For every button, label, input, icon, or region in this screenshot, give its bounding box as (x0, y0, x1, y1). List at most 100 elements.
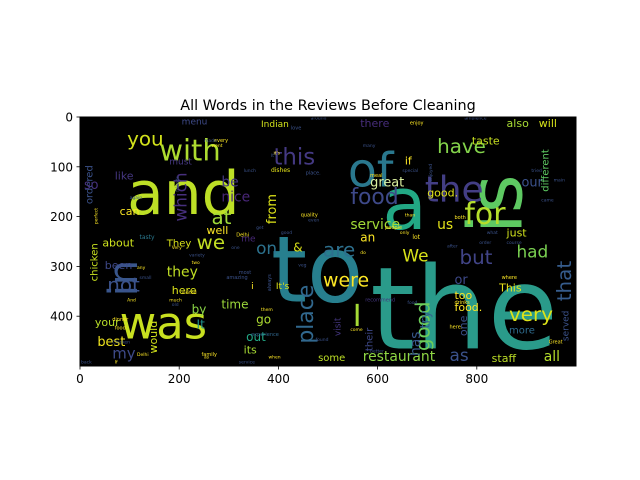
word-131: back (81, 360, 92, 366)
word-32: great (370, 176, 404, 191)
x-tick-label-1: 200 (168, 372, 191, 386)
word-84: served (562, 311, 572, 342)
word-112: meal (370, 173, 382, 179)
word-135: when (268, 355, 280, 361)
word-2: to (271, 216, 363, 323)
word-89: i (251, 282, 254, 292)
word-76: go (256, 313, 271, 327)
word-12: this (273, 144, 315, 170)
word-69: chicken (89, 243, 100, 281)
word-118: than (405, 213, 415, 219)
word-52: just (506, 227, 528, 240)
word-56: our (521, 176, 543, 191)
word-141: many (363, 144, 376, 149)
word-147: what (487, 230, 498, 236)
word-136: found (316, 337, 329, 343)
word-11: you (127, 127, 164, 150)
word-63: menu (182, 117, 208, 127)
word-150: made (204, 138, 217, 144)
word-101: dinner (112, 317, 129, 323)
word-110: most (239, 270, 252, 276)
chart-title: All Words in the Reviews Before Cleaning (180, 98, 476, 114)
word-96: every (214, 138, 228, 144)
word-24: We (402, 245, 428, 265)
word-81: Indian (261, 120, 289, 130)
word-108: around (311, 115, 327, 121)
word-107: ambience (464, 115, 486, 121)
word-120: went (211, 143, 222, 149)
word-37: they (167, 264, 198, 280)
word-49: or (454, 273, 468, 288)
y-tick-label-3: 300 (50, 260, 73, 274)
word-146: came (541, 199, 554, 204)
word-157: one (231, 246, 240, 251)
word-45: well (206, 224, 228, 237)
word-158: small (140, 275, 152, 281)
word-6: was (120, 297, 207, 350)
word-144: main (554, 178, 565, 184)
word-9: with (159, 133, 220, 167)
x-tick-label-3: 600 (366, 372, 389, 386)
word-88: It's (276, 282, 290, 292)
word-4: is (452, 174, 539, 234)
word-20: were (323, 269, 369, 291)
plot-frame (79, 116, 577, 367)
word-10: for (464, 197, 506, 232)
y-tick-label-1: 100 (50, 160, 73, 174)
y-tick-label-2: 200 (50, 210, 73, 224)
word-126: much (169, 297, 182, 303)
x-tick-label-2: 400 (267, 372, 290, 386)
word-5: of (348, 144, 395, 199)
word-85: different (541, 149, 552, 192)
word-72: They (166, 238, 192, 249)
x-axis: 0 200 400 600 800 (76, 366, 488, 386)
word-104: food. (115, 326, 128, 332)
word-130: Chicken (112, 340, 130, 346)
word-149: lunch (244, 168, 256, 174)
word-7: in (101, 260, 147, 296)
word-0: and (127, 159, 239, 229)
word-35: as (450, 345, 469, 365)
y-axis: 0 100 200 300 400 (50, 111, 80, 324)
word-29: on (256, 238, 277, 258)
word-26: at (211, 206, 231, 229)
word-153: again (130, 195, 143, 201)
word-99: Delhi (236, 233, 249, 239)
word-74: if (405, 154, 413, 167)
word-17: good (412, 301, 435, 351)
word-111: always (267, 274, 273, 292)
word-154: old (172, 302, 179, 308)
word-103: where (502, 275, 517, 281)
word-119: here. (450, 325, 463, 331)
word-39: my (112, 345, 136, 363)
word-50: all (544, 349, 560, 365)
word-48: from (265, 194, 280, 224)
y-tick-label-0: 0 (65, 111, 73, 125)
word-53: an (360, 231, 375, 245)
word-73: there (360, 117, 389, 130)
word-19: that (553, 261, 576, 302)
word-97: lot (412, 234, 420, 241)
word-58: food. (454, 301, 482, 314)
word-27: we (197, 231, 226, 254)
word-121: after (447, 243, 458, 249)
word-114: Great (549, 340, 563, 346)
word-77: out (246, 330, 266, 344)
word-15: very (509, 303, 553, 326)
word-42: here (172, 284, 197, 297)
word-93: quality (301, 213, 318, 219)
word-125: any (137, 266, 146, 271)
word-38: It (197, 318, 206, 332)
word-105: enjoy (410, 120, 424, 126)
word-160: get (256, 225, 264, 231)
word-23: are (323, 238, 355, 261)
word-43: by (192, 303, 207, 317)
word-71: would (147, 321, 160, 354)
word-98: drinks (454, 300, 470, 306)
word-60: more (509, 326, 535, 337)
word-78: its (244, 344, 257, 357)
word-59: staff (492, 352, 517, 365)
word-159: food (407, 300, 417, 306)
word-87: me (241, 235, 256, 245)
